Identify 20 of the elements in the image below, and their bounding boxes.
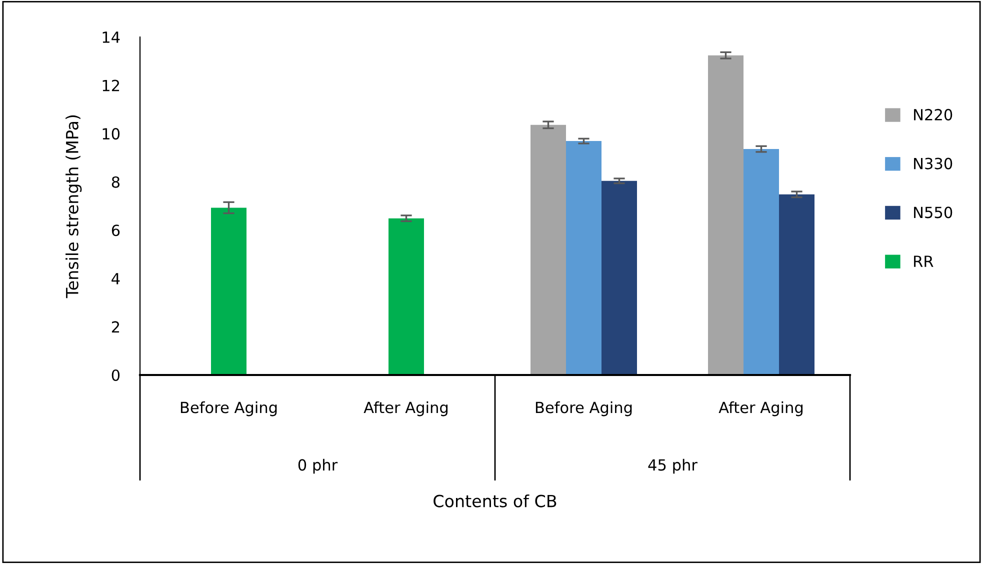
y-tick-label: 14 bbox=[102, 32, 120, 43]
y-tick-label: 0 bbox=[112, 369, 120, 382]
legend-label: N330 bbox=[914, 158, 952, 170]
y-axis-title: Tensile strength (MPa) bbox=[66, 115, 82, 298]
y-tick-label: 12 bbox=[102, 80, 120, 92]
text: 45 phr bbox=[648, 458, 698, 474]
legend-label: RR bbox=[914, 256, 934, 267]
y-tick-label: 4 bbox=[112, 273, 120, 284]
y-tick-label: 10 bbox=[102, 128, 120, 140]
legend-label: N550 bbox=[914, 206, 952, 218]
x-tick-label: Before Aging bbox=[536, 401, 632, 416]
y-tick-label: 6 bbox=[112, 224, 120, 236]
y-tick-label: 8 bbox=[112, 176, 120, 188]
x-tick-label: After Aging bbox=[364, 401, 448, 416]
x-tick-label: After Aging bbox=[718, 401, 803, 416]
legend-label: N220 bbox=[914, 108, 952, 120]
text: 0 phr bbox=[298, 458, 338, 474]
y-tick-label: 2 bbox=[112, 321, 120, 333]
x-axis-title: Contents of CB bbox=[434, 494, 556, 508]
x-tick-label: Before Aging bbox=[180, 401, 277, 416]
